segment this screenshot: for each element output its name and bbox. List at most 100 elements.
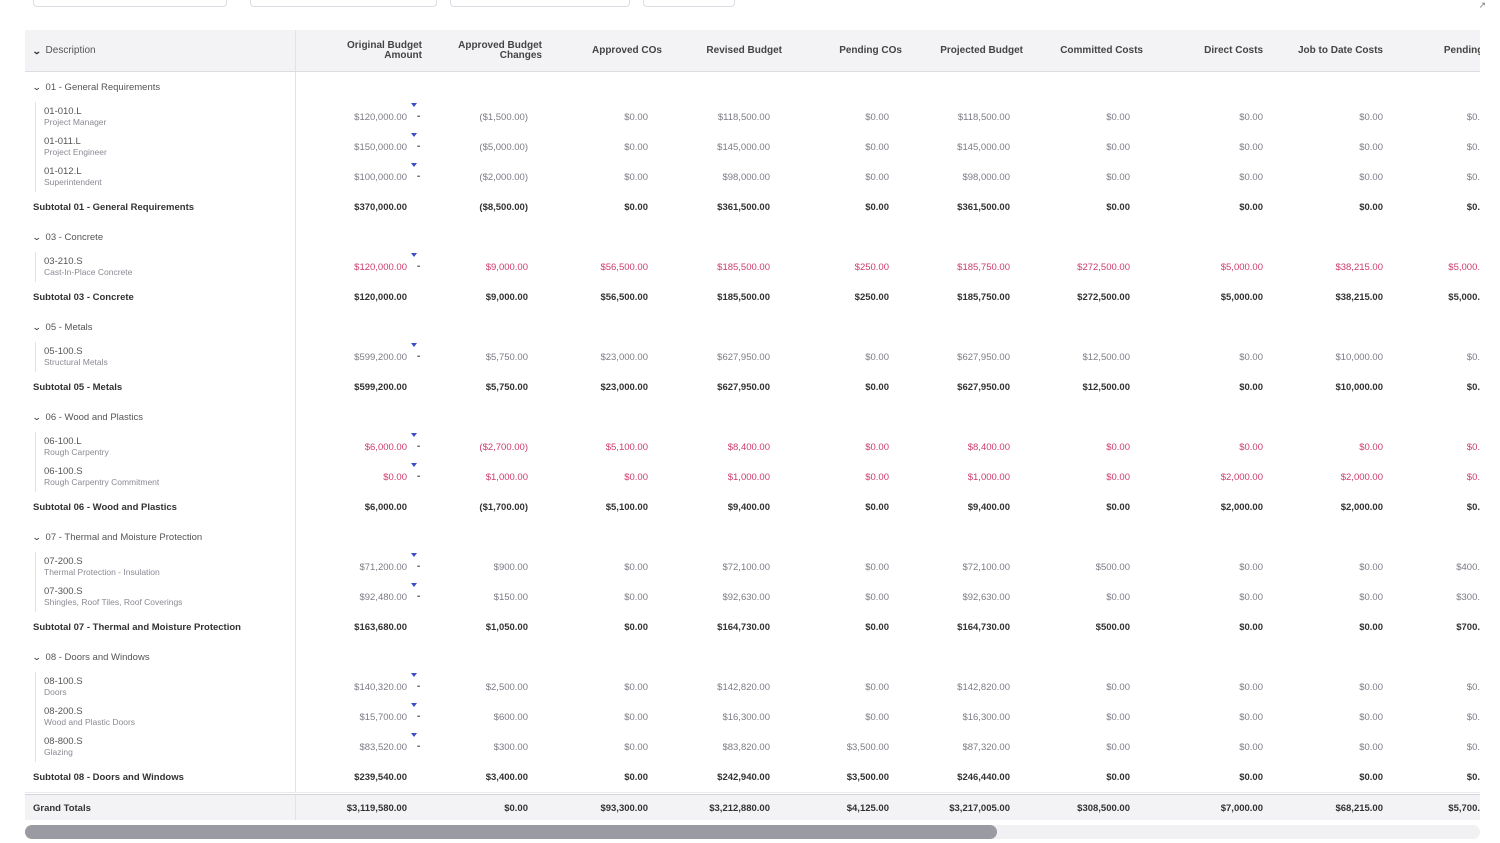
column-header[interactable]: Approved Budget Changes [458,39,542,61]
value-cell: $599,200.00 [354,351,407,363]
more-horizontal-icon[interactable]: ••• [417,144,420,150]
table-row[interactable]: 08-100.S Doors $140,320.00 $2,500.00 $0.00 $1… [25,672,1480,703]
column-header[interactable]: Pending COs [839,44,902,56]
table-row[interactable]: 05-100.S Structural Metals $599,200.00 $5,7… [25,342,1480,373]
column-header[interactable]: Projected Budget [940,44,1023,56]
group-header-row[interactable]: ⌄ 03 - Concrete [25,222,1480,253]
cost-code-wrapper: 06-100.L Rough Carpentry [35,432,109,462]
column-header[interactable]: Revised Budget [706,44,782,56]
value-cell: $10,000.00 [1335,381,1383,393]
table-row[interactable]: 01-010.L Project Manager $120,000.00 ($1,50… [25,102,1480,133]
value-cell: $118,500.00 [717,111,770,123]
horizontal-scrollbar[interactable] [25,825,1480,839]
more-horizontal-icon[interactable]: ••• [417,114,420,120]
chevron-down-icon[interactable]: ⌄ [31,81,42,92]
cost-code-cell: 03-210.S Cast-In-Place Concrete [25,252,296,282]
cost-code-name: Glazing [44,747,73,757]
group-title[interactable]: ⌄ 06 - Wood and Plastics [25,402,296,432]
column-header[interactable]: Job to Date Costs [1297,44,1383,56]
chevron-down-icon[interactable]: ⌄ [31,411,42,422]
column-header[interactable]: Committed Costs [1060,44,1143,56]
group-header-row[interactable]: ⌄ 01 - General Requirements [25,72,1480,103]
table-row[interactable]: 03-210.S Cast-In-Place Concrete $120,000.0… [25,252,1480,283]
cost-code-name: Rough Carpentry Commitment [44,477,160,487]
value-cell: $145,000.00 [717,141,770,153]
value-cell: $83,820.00 [722,741,770,753]
chevron-down-icon[interactable]: ⌄ [31,651,42,662]
value-cell: $0.00 [865,111,889,123]
value-cell: $0. [1466,381,1480,393]
value-cell: $0. [1466,471,1480,483]
value-cell: $5,100.00 [605,501,648,513]
value-cell: $185,750.00 [957,291,1010,303]
more-horizontal-icon[interactable]: ••• [417,564,420,570]
column-header[interactable]: Pending Cha [1443,44,1480,56]
value-cell: $0.00 [1359,741,1383,753]
budget-table: ⌄ Description Original Budget Amount Approv… [25,30,1480,820]
column-header[interactable]: Direct Costs [1204,44,1263,56]
column-header[interactable]: Approved COs [591,44,662,56]
value-cell: $92,480.00 [359,591,407,603]
value-cell: $0.00 [624,561,648,573]
table-row[interactable]: 06-100.S Rough Carpentry Commitment $0.00 $… [25,462,1480,493]
subtotal-label: Subtotal 03 - Concrete [25,282,296,312]
more-horizontal-icon[interactable]: ••• [417,744,420,750]
value-cell: $72,100.00 [962,561,1010,573]
value-cell: $0.00 [1359,201,1383,213]
subtotal-row: Subtotal 01 - General Requirements $370,0… [25,192,1480,223]
cost-code: 01-010.L [44,106,82,117]
value-cell: $0.00 [865,711,889,723]
value-cell: $6,000.00 [364,441,407,453]
value-cell: $0.00 [1239,711,1263,723]
column-header-description[interactable]: ⌄ Description [25,30,296,71]
group-title[interactable]: ⌄ 01 - General Requirements [25,72,296,102]
cost-code-name: Project Manager [44,117,107,127]
cost-code: 05-100.S [44,346,83,357]
group-title[interactable]: ⌄ 05 - Metals [25,312,296,342]
filter-dropdown[interactable] [33,0,227,7]
value-cell: $300. [1456,591,1480,603]
expand-icon[interactable]: ↗ [1478,0,1486,10]
group-title[interactable]: ⌄ 08 - Doors and Windows [25,642,296,672]
group-title[interactable]: ⌄ 07 - Thermal and Moisture Protection [25,522,296,552]
scrollbar-thumb[interactable] [25,825,997,839]
more-horizontal-icon[interactable]: ••• [417,714,420,720]
more-horizontal-icon[interactable]: ••• [417,264,420,270]
value-cell: $5,000.00 [1220,261,1263,273]
table-row[interactable]: 06-100.L Rough Carpentry $6,000.00 ($2,700.… [25,432,1480,463]
more-horizontal-icon[interactable]: ••• [417,174,420,180]
more-horizontal-icon[interactable]: ••• [417,594,420,600]
group-header-row[interactable]: ⌄ 05 - Metals [25,312,1480,343]
filter-dropdown[interactable] [250,0,437,7]
value-cell: $9,000.00 [485,261,528,273]
chevron-down-icon[interactable]: ⌄ [31,321,42,332]
group-header-row[interactable]: ⌄ 06 - Wood and Plastics [25,402,1480,433]
value-cell: ($2,000.00) [479,171,528,183]
more-horizontal-icon[interactable]: ••• [417,684,420,690]
value-cell: $0.00 [624,771,648,783]
cost-code-cell: 01-010.L Project Manager [25,102,296,132]
table-row[interactable]: 07-200.S Thermal Protection - Insulation $… [25,552,1480,583]
group-header-row[interactable]: ⌄ 08 - Doors and Windows [25,642,1480,673]
table-row[interactable]: 08-200.S Wood and Plastic Doors $15,700.00… [25,702,1480,733]
more-horizontal-icon[interactable]: ••• [417,474,420,480]
group-title[interactable]: ⌄ 03 - Concrete [25,222,296,252]
column-header[interactable]: Original Budget Amount [347,39,422,61]
chevron-down-icon[interactable]: ⌄ [31,45,42,56]
group-header-row[interactable]: ⌄ 07 - Thermal and Moisture Protection [25,522,1480,553]
value-cell: $0. [1466,711,1480,723]
table-row[interactable]: 08-800.S Glazing $83,520.00 $300.00 $0.00 $83… [25,732,1480,763]
table-row[interactable]: 01-011.L Project Engineer $150,000.00 ($5,0… [25,132,1480,163]
more-horizontal-icon[interactable]: ••• [417,354,420,360]
value-cell: $2,000.00 [1220,501,1263,513]
value-cell: $8,400.00 [727,441,770,453]
more-horizontal-icon[interactable]: ••• [417,444,420,450]
chevron-down-icon[interactable]: ⌄ [31,231,42,242]
filter-dropdown[interactable] [643,0,735,7]
table-row[interactable]: 07-300.S Shingles, Roof Tiles, Roof Cover… [25,582,1480,613]
filter-dropdown[interactable] [450,0,630,7]
table-row[interactable]: 01-012.L Superintendent $100,000.00 ($2,000… [25,162,1480,193]
chevron-down-icon[interactable]: ⌄ [31,531,42,542]
value-cell: $0.00 [624,111,648,123]
value-cell: $1,000.00 [727,471,770,483]
